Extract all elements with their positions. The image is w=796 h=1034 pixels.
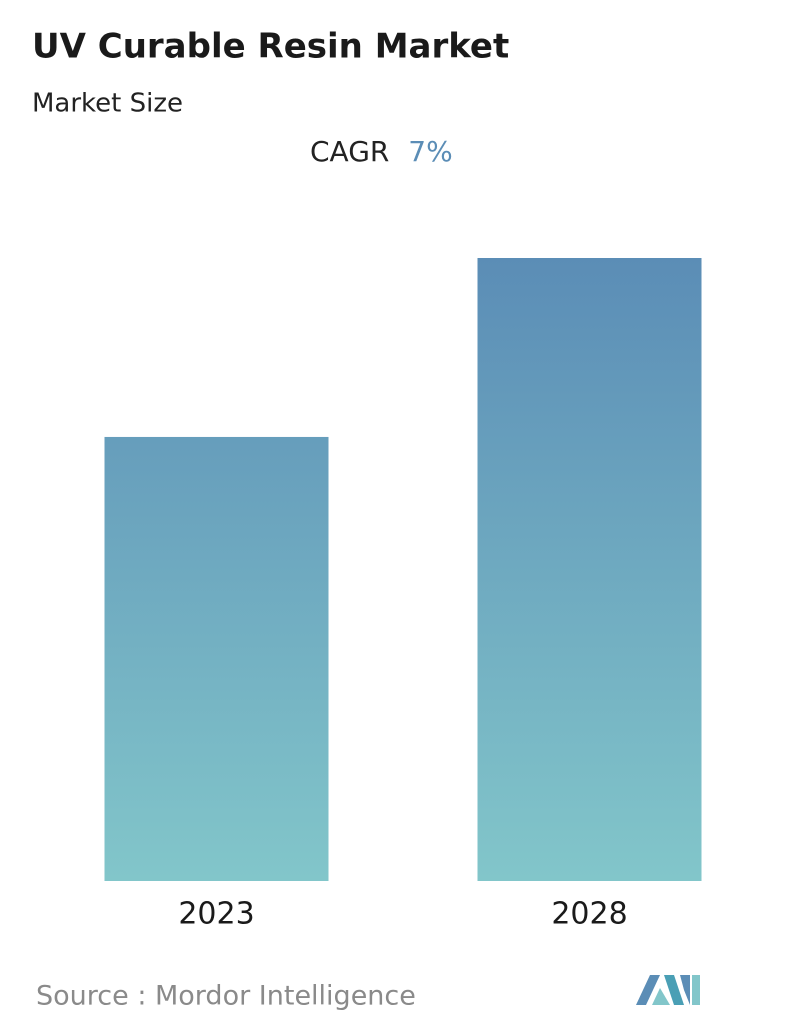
x-tick-label: 2028 (551, 897, 627, 932)
cagr: CAGR 7% (310, 135, 453, 168)
chart-subtitle: Market Size (32, 89, 183, 119)
logo (636, 975, 700, 1005)
chart-title: UV Curable Resin Market (32, 27, 509, 67)
cagr-label: CAGR (310, 135, 389, 168)
cagr-value: 7% (408, 135, 452, 168)
bar (477, 258, 702, 881)
x-tick-label: 2023 (178, 897, 254, 932)
source: Source : Mordor Intelligence (36, 981, 416, 1012)
bar (104, 436, 329, 881)
